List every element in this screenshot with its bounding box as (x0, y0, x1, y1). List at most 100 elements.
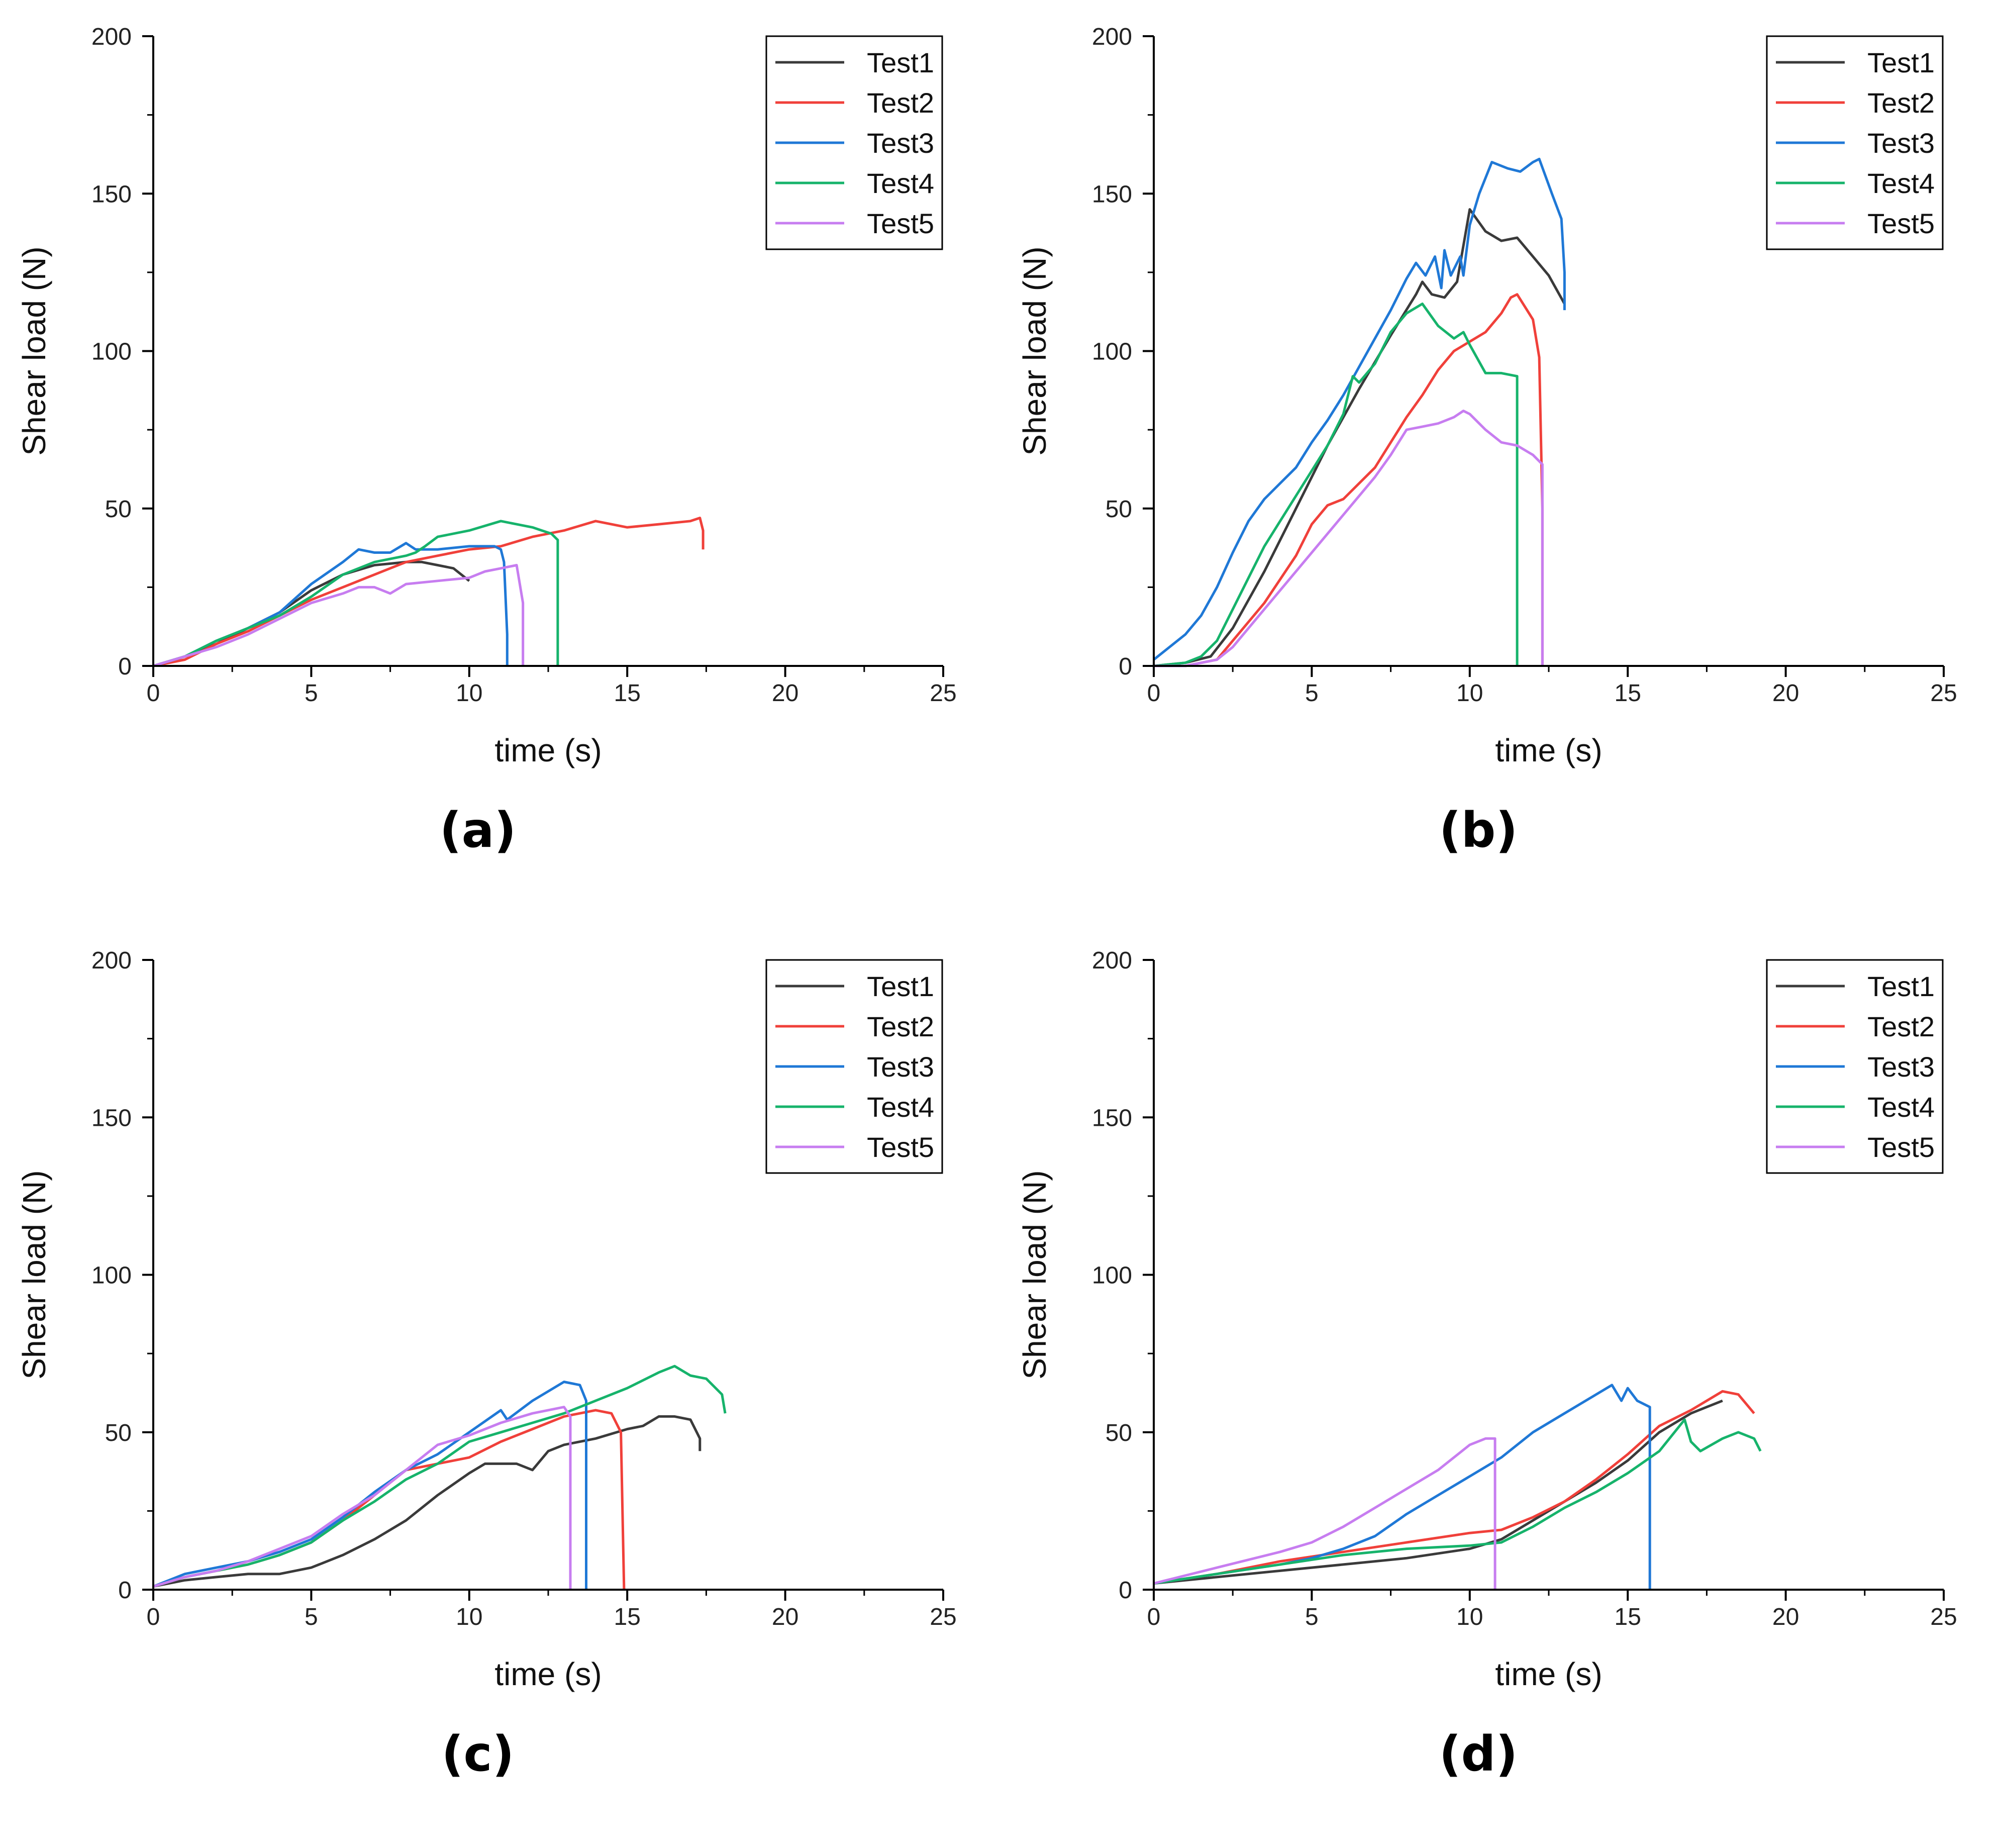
x-tick-label: 25 (1930, 1604, 1957, 1630)
legend-label-test2: Test2 (1867, 1011, 1935, 1042)
series-line-test1 (153, 560, 470, 667)
chart-b: 0 5 10 15 20 25 0 50 100 150 200 time (s) Shear load… (1017, 24, 1957, 858)
y-axis-label: Shear load (N) (16, 246, 52, 455)
y-tick-label: 100 (1092, 339, 1132, 365)
series-line-test4 (153, 1365, 727, 1588)
series-line-test2 (153, 1409, 626, 1590)
y-tick-label: 150 (91, 1105, 132, 1131)
x-tick-label: 25 (1930, 680, 1957, 707)
y-tick-label: 150 (1092, 1105, 1132, 1131)
legend-label-test5: Test5 (867, 208, 934, 239)
legend-label-test4: Test4 (867, 167, 934, 199)
panel-a: 0 5 10 15 20 25 0 50 100 150 200 time (s) Shear load… (0, 0, 1001, 924)
panel-label-b: (b) (1439, 802, 1518, 858)
x-tick-label: 5 (305, 1604, 318, 1630)
series-line-test5 (1154, 410, 1544, 667)
y-tick-label: 100 (91, 1262, 132, 1289)
series-line-test4 (1153, 303, 1519, 667)
legend-label-test5: Test5 (1867, 208, 1935, 239)
chart-d: 0 5 10 15 20 25 0 50 100 150 200 time (s) Shear load… (1017, 947, 1957, 1782)
y-tick-label: 50 (1106, 1420, 1132, 1446)
x-tick-label: 5 (1305, 680, 1319, 707)
legend-label-test4: Test4 (867, 1091, 934, 1123)
legend-label-test1: Test1 (1867, 47, 1935, 78)
legend-label-test4: Test4 (1867, 167, 1935, 199)
x-tick-label: 15 (614, 680, 641, 707)
x-tick-label: 0 (1147, 680, 1161, 707)
x-tick-label: 5 (1305, 1604, 1319, 1630)
y-tick-label: 50 (105, 496, 132, 523)
y-tick-label: 200 (1092, 24, 1132, 50)
x-axis-label: time (s) (1495, 732, 1602, 768)
legend-label-test5: Test5 (867, 1131, 934, 1163)
x-tick-label: 25 (930, 680, 956, 707)
y-tick-label: 0 (118, 1577, 132, 1604)
y-tick-label: 150 (1092, 181, 1132, 208)
x-tick-label: 20 (772, 1604, 798, 1630)
y-tick-label: 150 (91, 181, 132, 208)
y-tick-label: 0 (118, 653, 132, 680)
legend-label-test2: Test2 (867, 1011, 934, 1042)
panel-c: 0 5 10 15 20 25 0 50 100 150 200 time (s) Shear load… (0, 924, 1001, 1847)
series-line-test2 (1153, 1390, 1755, 1585)
x-tick-label: 10 (456, 1604, 482, 1630)
panel-d: 0 5 10 15 20 25 0 50 100 150 200 time (s) Shear load… (1001, 924, 2001, 1847)
legend-label-test5: Test5 (1867, 1131, 1935, 1163)
legend-label-test3: Test3 (867, 127, 934, 159)
x-tick-label: 20 (772, 680, 798, 707)
y-axis-label: Shear load (N) (16, 1170, 52, 1379)
series-line-test4 (1153, 1418, 1762, 1585)
series-line-test3 (153, 1381, 587, 1590)
x-tick-label: 0 (147, 680, 160, 707)
y-tick-label: 50 (1106, 496, 1132, 523)
legend-label-test3: Test3 (1867, 1051, 1935, 1083)
x-axis-label: time (s) (494, 1656, 602, 1692)
y-tick-label: 200 (91, 24, 132, 50)
series-line-test2 (1154, 293, 1544, 667)
x-tick-label: 25 (930, 1604, 956, 1630)
series-line-test1 (153, 1415, 702, 1588)
panel-label-a: (a) (440, 802, 517, 858)
legend-label-test1: Test1 (867, 970, 934, 1002)
series-line-test3 (1153, 157, 1566, 661)
legend-label-test1: Test1 (1867, 970, 1935, 1002)
x-tick-label: 0 (147, 1604, 160, 1630)
legend-label-test3: Test3 (1867, 127, 1935, 159)
x-tick-label: 10 (1456, 680, 1483, 707)
y-axis-label: Shear load (N) (1017, 1170, 1053, 1379)
x-tick-label: 20 (1772, 1604, 1799, 1630)
y-tick-label: 0 (1119, 1577, 1132, 1604)
series-line-test2 (153, 517, 705, 667)
legend-label-test4: Test4 (1867, 1091, 1935, 1123)
series-line-test4 (153, 520, 559, 667)
x-tick-label: 10 (1456, 1604, 1483, 1630)
x-axis-label: time (s) (1495, 1656, 1602, 1692)
x-tick-label: 10 (456, 680, 482, 707)
panel-b: 0 5 10 15 20 25 0 50 100 150 200 time (s) Shear load… (1001, 0, 2001, 924)
legend-label-test2: Test2 (1867, 87, 1935, 119)
x-tick-label: 15 (1615, 680, 1641, 707)
legend-label-test3: Test3 (867, 1051, 934, 1083)
x-tick-label: 15 (614, 1604, 641, 1630)
panel-label-d: (d) (1439, 1726, 1518, 1782)
x-tick-label: 5 (305, 680, 318, 707)
y-tick-label: 100 (1092, 1262, 1132, 1289)
y-tick-label: 0 (1119, 653, 1132, 680)
series-line-test3 (1153, 1384, 1651, 1590)
panel-label-c: (c) (442, 1726, 515, 1782)
series-line-test5 (153, 564, 525, 667)
series-line-test5 (153, 1406, 572, 1590)
y-tick-label: 200 (1092, 947, 1132, 974)
x-tick-label: 0 (1147, 1604, 1161, 1630)
x-axis-label: time (s) (494, 732, 602, 768)
y-tick-label: 100 (91, 339, 132, 365)
x-tick-label: 20 (1772, 680, 1799, 707)
y-axis-label: Shear load (N) (1017, 246, 1053, 455)
chart-c: 0 5 10 15 20 25 0 50 100 150 200 time (s) Shear load… (16, 947, 957, 1782)
y-tick-label: 200 (91, 947, 132, 974)
series-line-test1 (1153, 1399, 1723, 1585)
y-tick-label: 50 (105, 1420, 132, 1446)
chart-a: 0 5 10 15 20 25 0 50 100 150 200 time (s) Shear load… (16, 24, 957, 858)
legend-label-test2: Test2 (867, 87, 934, 119)
